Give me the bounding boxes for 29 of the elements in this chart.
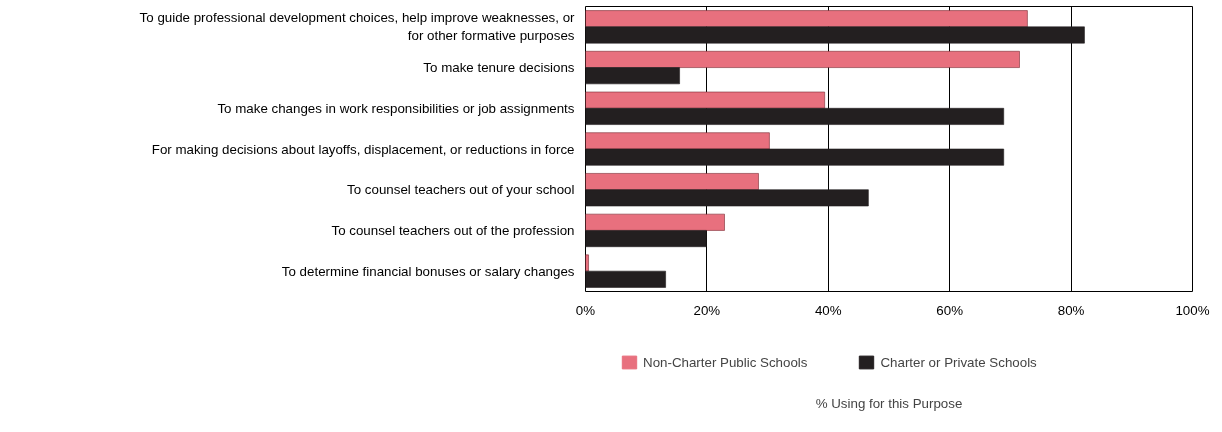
- y-tick-label: To determine financial bonuses or salary changes: [281, 263, 575, 279]
- bar: [585, 10, 1028, 28]
- bar: [585, 189, 869, 207]
- y-tick-label: To guide professional development choices, help improve weaknesses, or for other formative purposes: [139, 10, 576, 44]
- bar: [585, 148, 1005, 166]
- bar: [585, 50, 1020, 68]
- legend-label: Non-Charter Public Schools: [643, 354, 808, 370]
- x-tick-label: 0%: [575, 302, 596, 318]
- x-tick-label: 80%: [1057, 302, 1085, 318]
- y-tick-label: To counsel teachers out of your school: [347, 182, 575, 198]
- bar: [585, 173, 759, 191]
- bar: [585, 26, 1085, 44]
- y-tick-label: To make changes in work responsibilities or job assignments: [217, 100, 575, 116]
- x-tick-label: 60%: [936, 302, 964, 318]
- bar: [585, 67, 680, 85]
- y-tick-label: For making decisions about layoffs, displacement, or reductions in force: [151, 141, 575, 157]
- y-tick-label: To counsel teachers out of the profession: [331, 222, 575, 238]
- bar: [585, 213, 725, 231]
- legend-label: Charter or Private Schools: [880, 354, 1037, 370]
- bar: [585, 230, 707, 248]
- x-tick-label: 100%: [1175, 302, 1210, 318]
- bar: [585, 270, 666, 288]
- bar: [585, 107, 1005, 125]
- text: % Using for this Purpose: [815, 395, 963, 411]
- y-tick-label: To make tenure decisions: [423, 60, 575, 76]
- x-tick-label: 40%: [814, 302, 842, 318]
- bar: [585, 132, 770, 150]
- x-tick-label: 20%: [693, 302, 721, 318]
- bar: [585, 91, 825, 109]
